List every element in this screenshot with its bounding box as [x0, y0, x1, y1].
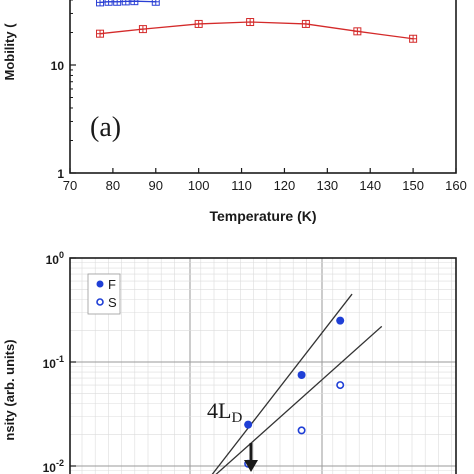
panel-b-point-f	[336, 316, 345, 325]
legend-label-f: F	[108, 277, 116, 292]
panel-a-data-point	[301, 19, 310, 28]
panel-b-y-ticks: 100 10-1 10-2	[43, 250, 76, 474]
panel-a-data-point	[138, 25, 147, 34]
panel-a-data-point	[96, 0, 105, 7]
panel-a-x-tick-label: 80	[106, 178, 120, 193]
panel-a-frame	[69, 0, 457, 174]
panel-a-y-axis-label: Mobility (	[2, 23, 17, 81]
panel-a-data-point	[246, 18, 255, 27]
panel-b-y-tick-label: 100	[46, 250, 64, 267]
panel-a-series-line	[99, 21, 414, 40]
panel-b-fit-line	[215, 325, 383, 474]
panel-a-data-point	[113, 0, 122, 6]
panel-a-data-point	[96, 29, 105, 38]
panel-a-y-tick-label: 1	[57, 167, 64, 181]
panel-a-data-point	[409, 34, 418, 43]
panel-a-x-tick-label: 70	[63, 178, 77, 193]
panel-a-data-point	[121, 0, 130, 6]
panel-b-fit-line	[211, 293, 353, 474]
panel-a-data-point	[353, 27, 362, 36]
panel-a-x-axis-label: Temperature (K)	[209, 208, 316, 224]
panel-a-x-tick-label: 110	[231, 178, 252, 193]
panel-b: 100 10-1 10-2 nsity (arb. units) F S 4LD	[2, 250, 457, 474]
legend-box	[87, 273, 121, 315]
panel-b-y-axis-label: nsity (arb. units)	[2, 339, 17, 440]
panel-b-y-tick-label: 10-1	[43, 354, 64, 371]
panel-a-data-point	[130, 0, 139, 6]
panel-b-point-s	[336, 381, 345, 390]
panel-b-grid	[70, 258, 456, 474]
panel-a: 70 80 90 100 110 120 130 140 150 160 1 10 Temperat…	[2, 0, 467, 224]
panel-a-data-point	[151, 0, 160, 6]
panel-b-point-f	[297, 370, 306, 379]
panel-a-x-tick-label: 140	[359, 178, 381, 193]
panel-a-label: (a)	[90, 112, 121, 143]
annotation-text: 4LD	[207, 398, 242, 426]
panel-a-data-point	[194, 19, 203, 28]
panel-a-x-tick-label: 130	[316, 178, 338, 193]
panel-b-frame	[69, 257, 457, 474]
panel-a-x-tick-label: 90	[149, 178, 163, 193]
annotation-arrow-head	[244, 460, 258, 472]
legend-marker-s	[96, 298, 104, 306]
panel-b-y-tick-label: 10-2	[43, 458, 64, 474]
panel-a-data-point	[104, 0, 113, 6]
panel-b-point-s	[297, 426, 306, 435]
panel-a-y-tick-label: 10	[51, 59, 65, 73]
panel-a-y-ticks: 1 10	[51, 0, 76, 181]
annotation-4ld: 4LD	[207, 398, 258, 472]
panel-a-series	[96, 0, 418, 43]
legend-label-s: S	[108, 295, 117, 310]
panel-a-x-tick-label: 160	[445, 178, 467, 193]
panel-a-x-ticks: 70 80 90 100 110 120 130 140 150 160	[63, 168, 467, 193]
panel-a-x-tick-label: 100	[188, 178, 210, 193]
panel-b-fit-lines	[211, 293, 383, 474]
panel-b-legend: F S	[87, 273, 121, 315]
legend-marker-f	[96, 280, 104, 288]
panel-a-x-tick-label: 150	[402, 178, 424, 193]
panel-b-point-f	[244, 420, 253, 429]
panel-a-x-tick-label: 120	[274, 178, 296, 193]
panel-b-plot-area	[70, 258, 456, 474]
